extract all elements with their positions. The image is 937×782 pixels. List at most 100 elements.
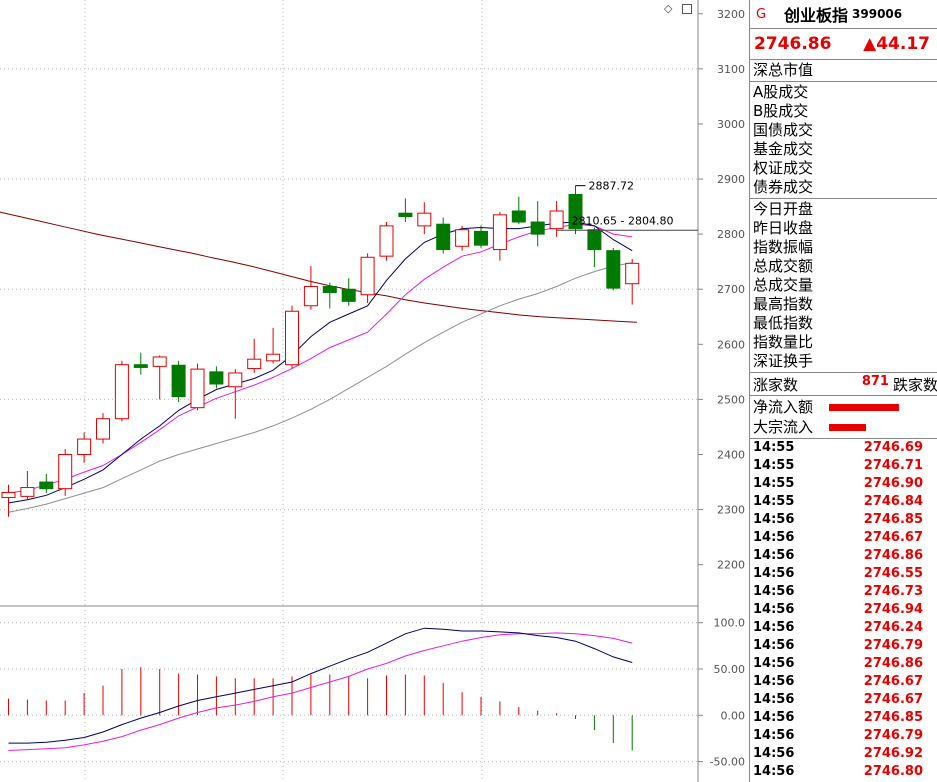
flow-row: 大宗流入 xyxy=(753,417,937,437)
stat-label: 指数量比 xyxy=(753,333,814,351)
up-count-value: 871 xyxy=(861,373,889,389)
fund-flow-section: 净流入额 大宗流入 xyxy=(750,396,937,439)
up-count-label: 涨家数 xyxy=(753,375,799,394)
price-tick-label: 2400 xyxy=(717,449,745,462)
price-tick-label: 2800 xyxy=(717,228,745,241)
tick-price: 2746.84 xyxy=(863,494,923,509)
flow-row: 净流入额 xyxy=(753,397,937,417)
candle-body xyxy=(152,356,167,367)
tick-row: 14:56 2746.73 xyxy=(753,583,937,601)
tick-time: 14:56 xyxy=(753,566,795,581)
candle-body xyxy=(1,492,16,498)
tick-time: 14:56 xyxy=(753,674,795,689)
candle-body xyxy=(436,223,451,251)
breadth-section: 涨家数 871 跌家数 xyxy=(750,373,937,396)
group-badge: G xyxy=(756,6,767,22)
stat-label: 指数振幅 xyxy=(753,238,814,256)
candle-body xyxy=(20,487,35,497)
price-tick-label: 2500 xyxy=(717,393,745,406)
candle-body xyxy=(114,364,129,420)
tick-row: 14:56 2746.92 xyxy=(753,745,937,763)
tick-row: 14:56 2746.67 xyxy=(753,673,937,691)
stat-label: 今日开盘 xyxy=(753,200,814,218)
candle-body xyxy=(133,364,148,368)
candle-body xyxy=(492,214,507,251)
stat-label: 总成交额 xyxy=(753,257,814,275)
tick-price: 2746.67 xyxy=(863,674,923,689)
stat-label: 总成交量 xyxy=(753,276,814,294)
trade-volume-section: A股成交 B股成交 国债成交 基金成交 权证成交 债券成交 xyxy=(750,82,937,199)
candle-body xyxy=(625,262,640,285)
tick-price: 2746.86 xyxy=(863,656,923,671)
stat-label: B股成交 xyxy=(753,102,809,120)
price-tick-label: 2600 xyxy=(717,338,745,351)
candle-body xyxy=(474,230,488,246)
candle-body xyxy=(511,210,526,223)
candle-body xyxy=(77,438,92,456)
price-tick-label: 2700 xyxy=(717,283,745,296)
macd-tick-label: 0.00 xyxy=(721,709,746,722)
tick-time: 14:56 xyxy=(753,620,795,635)
candle-body xyxy=(398,212,413,218)
price-tick-label: 2200 xyxy=(717,559,745,572)
tick-time: 14:56 xyxy=(753,548,795,563)
tick-row: 14:56 2746.86 xyxy=(753,547,937,565)
tick-row: 14:55 2746.84 xyxy=(753,493,937,511)
tick-price: 2746.85 xyxy=(863,710,923,725)
candle-body xyxy=(266,353,281,362)
tick-price: 2746.92 xyxy=(863,746,923,761)
candle-body xyxy=(285,310,299,366)
market-cap-section: 深总市值 xyxy=(750,60,937,82)
tick-price: 2746.79 xyxy=(863,728,923,743)
index-name: 创业板指 xyxy=(784,6,849,25)
tick-time: 14:56 xyxy=(753,728,795,743)
candle-body xyxy=(303,285,318,307)
candle-body xyxy=(360,256,375,296)
window-icon[interactable] xyxy=(681,4,692,14)
tick-time: 14:55 xyxy=(753,494,795,509)
tick-time: 14:55 xyxy=(753,440,795,455)
tick-list[interactable]: 14:55 2746.69 14:55 2746.71 14:55 2746.90 14:5… xyxy=(750,439,937,781)
tick-row: 14:56 2746.85 xyxy=(753,709,937,727)
last-price: 2746.86 xyxy=(754,34,832,54)
candle-body xyxy=(606,250,621,289)
tick-price: 2746.67 xyxy=(863,530,923,545)
tick-row: 14:55 2746.90 xyxy=(753,475,937,493)
quote-header: G 创业板指 399006 xyxy=(750,0,937,29)
tick-row: 14:55 2746.71 xyxy=(753,457,937,475)
flow-label: 大宗流入 xyxy=(753,417,814,436)
tick-time: 14:56 xyxy=(753,512,795,527)
stat-label: 国债成交 xyxy=(753,121,814,139)
candle-body xyxy=(171,364,186,398)
ma-fast-line xyxy=(8,221,633,504)
index-stats-section: 今日开盘 昨日收盘 指数振幅 总成交额 总成交量 最高指数 最低指数 指数量比 深证换手 xyxy=(750,199,937,373)
tick-price: 2746.85 xyxy=(863,512,923,527)
stat-label: 最低指数 xyxy=(753,314,814,332)
price-change: ▲44.17 xyxy=(863,34,930,54)
diamond-icon[interactable]: ◇ xyxy=(664,2,673,15)
kline-chart[interactable]: 3200 3100 3000 2900 2800 2700 2600 2500 2400 2300… xyxy=(0,0,749,782)
stat-label: 深总市值 xyxy=(753,61,814,79)
ma-mid-line xyxy=(8,223,633,494)
stat-label: 基金成交 xyxy=(753,140,814,158)
macd-dif-line xyxy=(8,627,633,744)
candle-body xyxy=(96,418,110,440)
tick-row: 14:56 2746.85 xyxy=(753,511,937,529)
tick-row: 14:56 2746.79 xyxy=(753,727,937,745)
macd-dea-line xyxy=(8,632,633,751)
tick-row: 14:56 2746.79 xyxy=(753,637,937,655)
candle-body xyxy=(549,210,564,230)
candle-body xyxy=(379,225,394,257)
tick-price: 2746.90 xyxy=(863,476,923,491)
tick-row: 14:56 2746.55 xyxy=(753,565,937,583)
peak-label: 2887.72 xyxy=(589,180,635,193)
tick-price: 2746.71 xyxy=(863,458,923,473)
candle-body xyxy=(39,481,54,490)
ma-long-line xyxy=(0,211,637,323)
macd-tick-label: -50.00 xyxy=(710,756,745,769)
tick-time: 14:56 xyxy=(753,692,795,707)
candle-body xyxy=(341,288,356,302)
price-tick-label: 3000 xyxy=(717,118,745,131)
tick-row: 14:56 2746.80 xyxy=(753,763,937,781)
price-tick-label: 3200 xyxy=(717,8,745,21)
